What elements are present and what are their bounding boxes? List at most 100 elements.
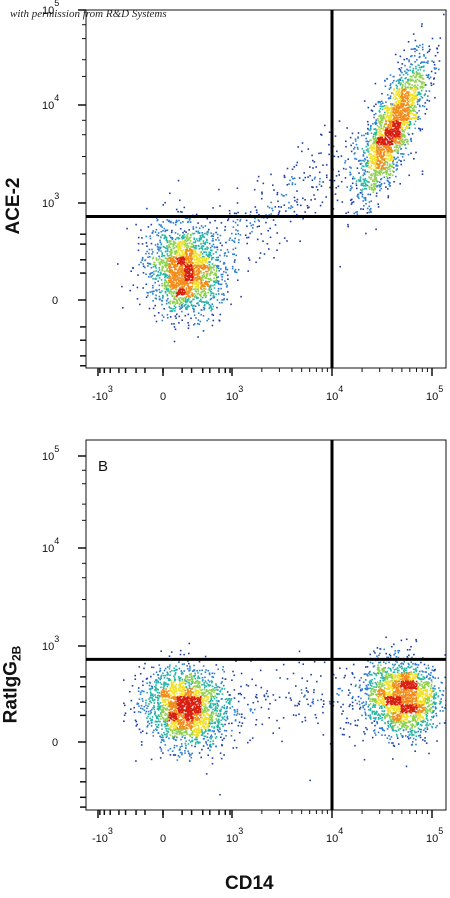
event-dot	[310, 199, 312, 201]
event-dot	[200, 238, 202, 240]
event-dot	[178, 293, 181, 295]
event-dot	[390, 116, 393, 119]
event-dot	[446, 681, 448, 683]
event-dot	[185, 266, 187, 268]
event-dot	[316, 680, 318, 683]
event-dot	[380, 117, 382, 119]
event-dot	[410, 63, 412, 65]
event-dot	[181, 298, 183, 301]
event-dot	[164, 282, 166, 284]
event-dot	[371, 188, 373, 191]
event-dot	[377, 206, 380, 208]
event-dot	[159, 667, 162, 670]
event-dot	[382, 102, 384, 104]
event-dot	[399, 106, 401, 108]
event-dot	[203, 284, 205, 287]
event-dot	[192, 266, 194, 269]
event-dot	[380, 187, 382, 190]
event-dot	[303, 696, 305, 698]
event-dot	[198, 267, 200, 270]
event-dot	[367, 706, 370, 708]
event-dot	[384, 143, 386, 145]
event-dot	[179, 266, 181, 268]
event-dot	[180, 258, 183, 260]
event-dot	[272, 184, 274, 186]
event-dot	[397, 79, 400, 81]
event-dot	[411, 70, 414, 72]
event-dot	[192, 246, 194, 248]
event-dot	[338, 694, 340, 696]
event-dot	[179, 746, 182, 748]
event-dot	[136, 298, 139, 300]
event-dot	[169, 253, 172, 255]
event-dot	[361, 192, 363, 194]
event-dot	[414, 48, 417, 50]
event-dot	[386, 152, 388, 155]
event-dot	[307, 207, 309, 209]
event-dot	[383, 163, 386, 166]
event-dot	[379, 140, 381, 142]
event-dot	[415, 743, 417, 746]
event-dot	[213, 269, 215, 271]
event-dot	[236, 710, 239, 713]
event-dot	[385, 122, 387, 125]
event-dot	[260, 233, 263, 235]
event-dot	[416, 84, 419, 86]
event-dot	[371, 146, 374, 148]
event-dot	[388, 177, 391, 179]
event-dot	[444, 676, 446, 679]
event-dot	[193, 310, 195, 313]
event-dot	[221, 739, 224, 741]
event-dot	[414, 39, 417, 42]
event-dot	[170, 281, 172, 284]
event-dot	[177, 270, 180, 273]
event-dot	[444, 654, 446, 656]
event-dot	[398, 159, 400, 161]
event-dot	[401, 133, 403, 136]
event-dot	[190, 304, 193, 306]
event-dot	[169, 277, 171, 280]
event-dot	[212, 296, 214, 299]
event-dot	[386, 171, 388, 173]
event-dot	[412, 67, 415, 70]
event-dot	[184, 314, 187, 317]
event-dot	[256, 696, 258, 699]
event-dot	[295, 164, 298, 167]
event-dot	[233, 689, 236, 691]
event-dot	[404, 88, 407, 90]
event-dot	[378, 144, 381, 146]
event-dot	[226, 707, 228, 710]
event-dot	[200, 309, 203, 311]
event-dot	[185, 297, 187, 300]
event-dot	[166, 253, 169, 255]
event-dot	[175, 292, 177, 295]
event-dot	[402, 84, 404, 87]
event-dot	[402, 81, 405, 83]
event-dot	[293, 177, 296, 180]
event-dot	[192, 670, 194, 672]
event-dot	[228, 722, 230, 725]
event-dot	[343, 728, 345, 730]
event-dot	[365, 726, 367, 729]
event-dot	[415, 106, 417, 108]
event-dot	[175, 208, 178, 211]
event-dot	[165, 300, 168, 302]
event-dot	[415, 81, 417, 83]
event-dot	[354, 699, 357, 701]
event-dot	[405, 72, 407, 74]
event-dot	[278, 242, 281, 245]
event-dot	[347, 694, 350, 696]
event-dot	[402, 153, 405, 155]
event-dot	[381, 133, 384, 136]
event-dot	[367, 160, 369, 162]
event-dot	[199, 236, 202, 239]
event-dot	[381, 167, 383, 169]
event-dot	[398, 141, 401, 143]
event-dot	[207, 277, 209, 280]
event-dot	[430, 70, 433, 73]
event-dot	[268, 248, 270, 250]
event-dot	[203, 288, 205, 290]
event-dot	[255, 209, 258, 211]
event-dot	[135, 725, 138, 727]
event-dot	[338, 120, 341, 122]
